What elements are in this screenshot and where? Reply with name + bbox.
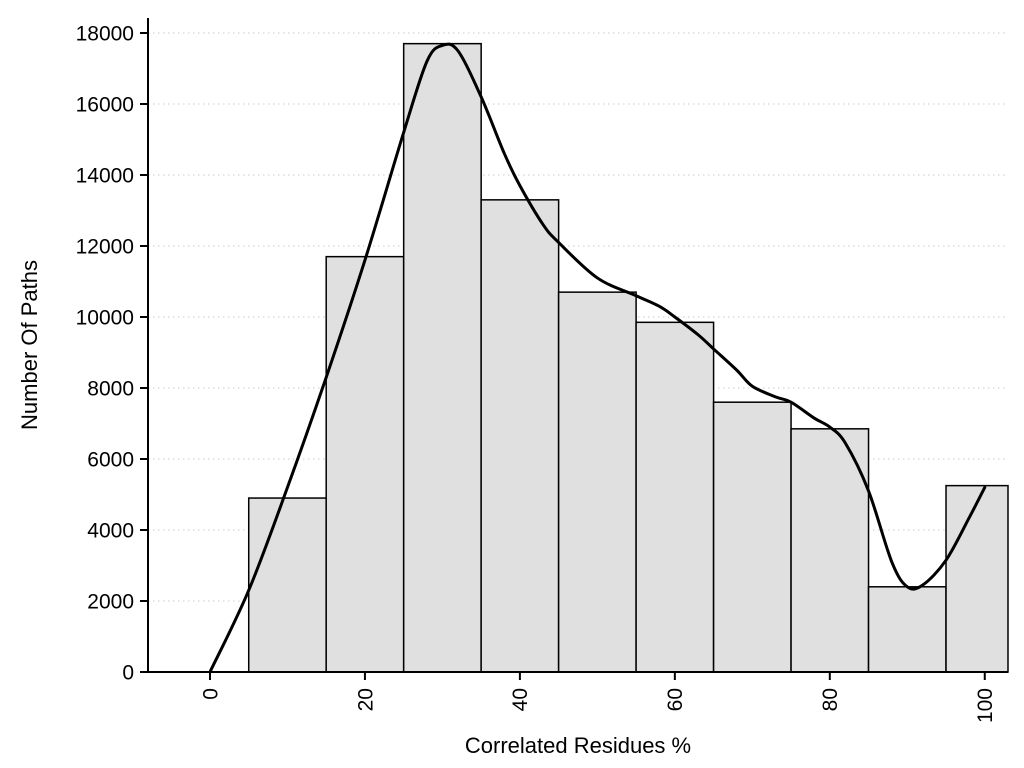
histogram-bar (325, 255, 405, 673)
histogram-bar (402, 42, 482, 673)
density-curve (208, 42, 987, 674)
histogram-bar (945, 484, 1009, 673)
x-tick-label: 80 (819, 688, 842, 711)
histogram-bar (557, 291, 637, 673)
y-tick-label: 8000 (87, 377, 134, 400)
x-tick-label: 20 (354, 688, 377, 711)
histogram-bar (480, 199, 560, 673)
y-tick-label: 0 (122, 661, 134, 684)
x-tick-label: 60 (664, 688, 687, 711)
y-tick-label: 4000 (87, 519, 134, 542)
y-tick-label: 2000 (87, 590, 134, 613)
y-tick-label: 10000 (76, 306, 134, 329)
histogram-bar (712, 401, 792, 673)
histogram-bar (867, 586, 947, 673)
x-tick-label: 100 (974, 688, 997, 723)
x-axis-label: Correlated Residues % (464, 733, 692, 758)
y-axis-label: Number Of Paths (17, 260, 42, 430)
y-tick-label: 16000 (76, 93, 134, 116)
y-tick-label: 14000 (76, 164, 134, 187)
x-tick-label: 0 (199, 688, 222, 700)
histogram-bar (247, 497, 327, 673)
y-tick-label: 6000 (87, 448, 134, 471)
y-tick-label: 18000 (76, 22, 134, 45)
histogram-bar (635, 321, 715, 673)
x-tick-label: 40 (509, 688, 532, 711)
y-tick-label: 12000 (76, 235, 134, 258)
